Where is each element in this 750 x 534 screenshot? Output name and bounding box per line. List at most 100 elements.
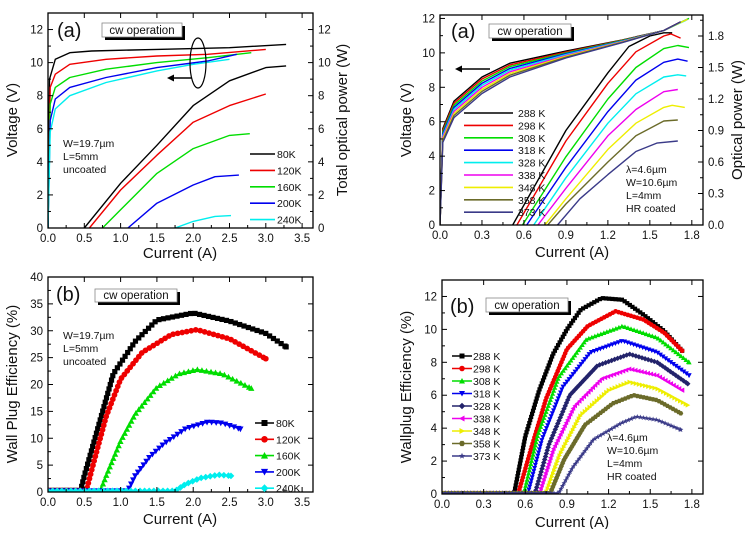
data-point-marker xyxy=(576,364,582,370)
data-point-marker xyxy=(93,430,100,436)
data-point-marker xyxy=(619,323,625,329)
data-point-marker xyxy=(536,390,541,395)
data-point-marker xyxy=(225,373,232,380)
data-point-marker xyxy=(215,332,221,339)
data-point-marker xyxy=(516,470,521,476)
chart-panel-1: 0.0 0.3 0.6 0.9 1.2 1.5 1.8 0 2 4 6 8 10 12 0.0 0.3 0.6 0… xyxy=(398,13,746,261)
data-point-marker xyxy=(566,472,572,477)
data-point-marker xyxy=(668,423,674,428)
data-point-marker xyxy=(625,301,630,306)
data-point-marker xyxy=(104,467,112,474)
data-point-marker xyxy=(152,448,159,455)
data-point-marker xyxy=(583,304,588,309)
legend-label: 120K xyxy=(276,434,301,446)
data-point-marker xyxy=(221,371,228,378)
data-point-marker xyxy=(519,490,525,494)
data-point-marker xyxy=(549,394,555,399)
data-point-marker xyxy=(509,490,515,494)
data-point-marker xyxy=(93,449,100,455)
data-point-marker xyxy=(569,466,575,472)
data-point-marker xyxy=(455,490,461,494)
data-point-marker xyxy=(577,344,583,350)
data-point-marker xyxy=(543,470,548,476)
power-line-240K xyxy=(174,214,232,228)
data-point-marker xyxy=(643,331,649,337)
data-point-marker xyxy=(532,462,538,468)
legend-label: 160K xyxy=(277,182,302,194)
data-point-marker xyxy=(589,438,596,443)
legend-label: 240K xyxy=(276,483,301,495)
panel-label: (a) xyxy=(451,21,475,43)
data-point-marker xyxy=(529,490,535,494)
data-point-marker xyxy=(586,443,592,449)
legend-marker xyxy=(458,402,466,410)
data-point-marker xyxy=(98,431,105,438)
x-tick-label: 2.0 xyxy=(185,497,201,509)
y-tick-label: 4 xyxy=(37,157,44,169)
data-point-marker xyxy=(600,345,606,351)
device-note: L=4mm xyxy=(607,458,643,470)
data-point-marker xyxy=(609,342,615,348)
data-point-marker xyxy=(233,377,240,384)
data-point-marker xyxy=(98,412,105,419)
arrow-head-icon xyxy=(455,65,462,73)
data-point-marker xyxy=(582,408,588,414)
data-point-marker xyxy=(587,404,593,410)
data-point-marker xyxy=(168,487,176,492)
data-point-marker xyxy=(552,348,558,353)
data-point-marker xyxy=(108,377,115,383)
y-tick-label: 4 xyxy=(429,151,436,163)
data-point-marker xyxy=(207,368,215,375)
data-point-marker xyxy=(567,469,573,475)
power-line-308K xyxy=(521,44,690,225)
series-group xyxy=(48,43,287,228)
y-tick-label: 0 xyxy=(37,487,43,499)
data-point-marker xyxy=(449,490,455,494)
data-point-marker xyxy=(594,398,600,404)
legend-marker xyxy=(459,440,465,447)
data-point-marker xyxy=(192,327,199,333)
x-tick-label: 1.8 xyxy=(684,230,700,242)
data-point-marker xyxy=(663,341,669,347)
data-point-marker xyxy=(513,490,519,494)
x-tick-label: 2.5 xyxy=(222,233,238,245)
data-point-marker xyxy=(195,422,202,429)
device-note: L=5mm xyxy=(63,151,99,163)
x-tick-label: 1.0 xyxy=(113,233,129,245)
data-point-marker xyxy=(534,436,540,442)
data-point-marker xyxy=(673,363,679,369)
x-tick-label: 0.3 xyxy=(474,230,490,242)
data-point-marker xyxy=(201,312,207,319)
data-point-marker xyxy=(553,440,559,446)
data-point-marker xyxy=(143,458,150,465)
data-point-marker xyxy=(560,447,565,453)
data-point-marker xyxy=(557,453,563,459)
data-point-marker xyxy=(540,378,546,383)
data-point-marker xyxy=(182,426,189,433)
data-point-marker xyxy=(80,479,86,485)
data-point-marker xyxy=(528,461,534,467)
data-point-marker xyxy=(220,471,228,479)
y2-axis-title: Optical power (W) xyxy=(729,60,746,180)
data-point-marker xyxy=(533,399,538,404)
data-point-marker xyxy=(85,480,92,486)
data-point-marker xyxy=(160,316,167,322)
data-point-marker xyxy=(617,421,623,427)
curve-group-ellipse xyxy=(189,37,207,89)
operation-box xyxy=(101,22,183,38)
data-point-marker xyxy=(545,444,551,450)
data-point-marker xyxy=(592,300,597,305)
operation-label: cw operation xyxy=(494,300,559,312)
data-point-marker xyxy=(535,393,540,398)
y-tick-label: 25 xyxy=(30,353,43,365)
data-point-marker xyxy=(650,320,656,325)
data-point-marker xyxy=(606,387,612,393)
data-point-marker xyxy=(186,424,193,431)
data-point-marker xyxy=(592,382,598,388)
data-point-marker xyxy=(168,375,175,381)
data-point-marker xyxy=(616,297,621,302)
data-point-marker xyxy=(103,413,110,420)
data-point-marker xyxy=(119,434,126,440)
data-point-marker xyxy=(580,450,586,456)
data-point-marker xyxy=(138,402,145,409)
